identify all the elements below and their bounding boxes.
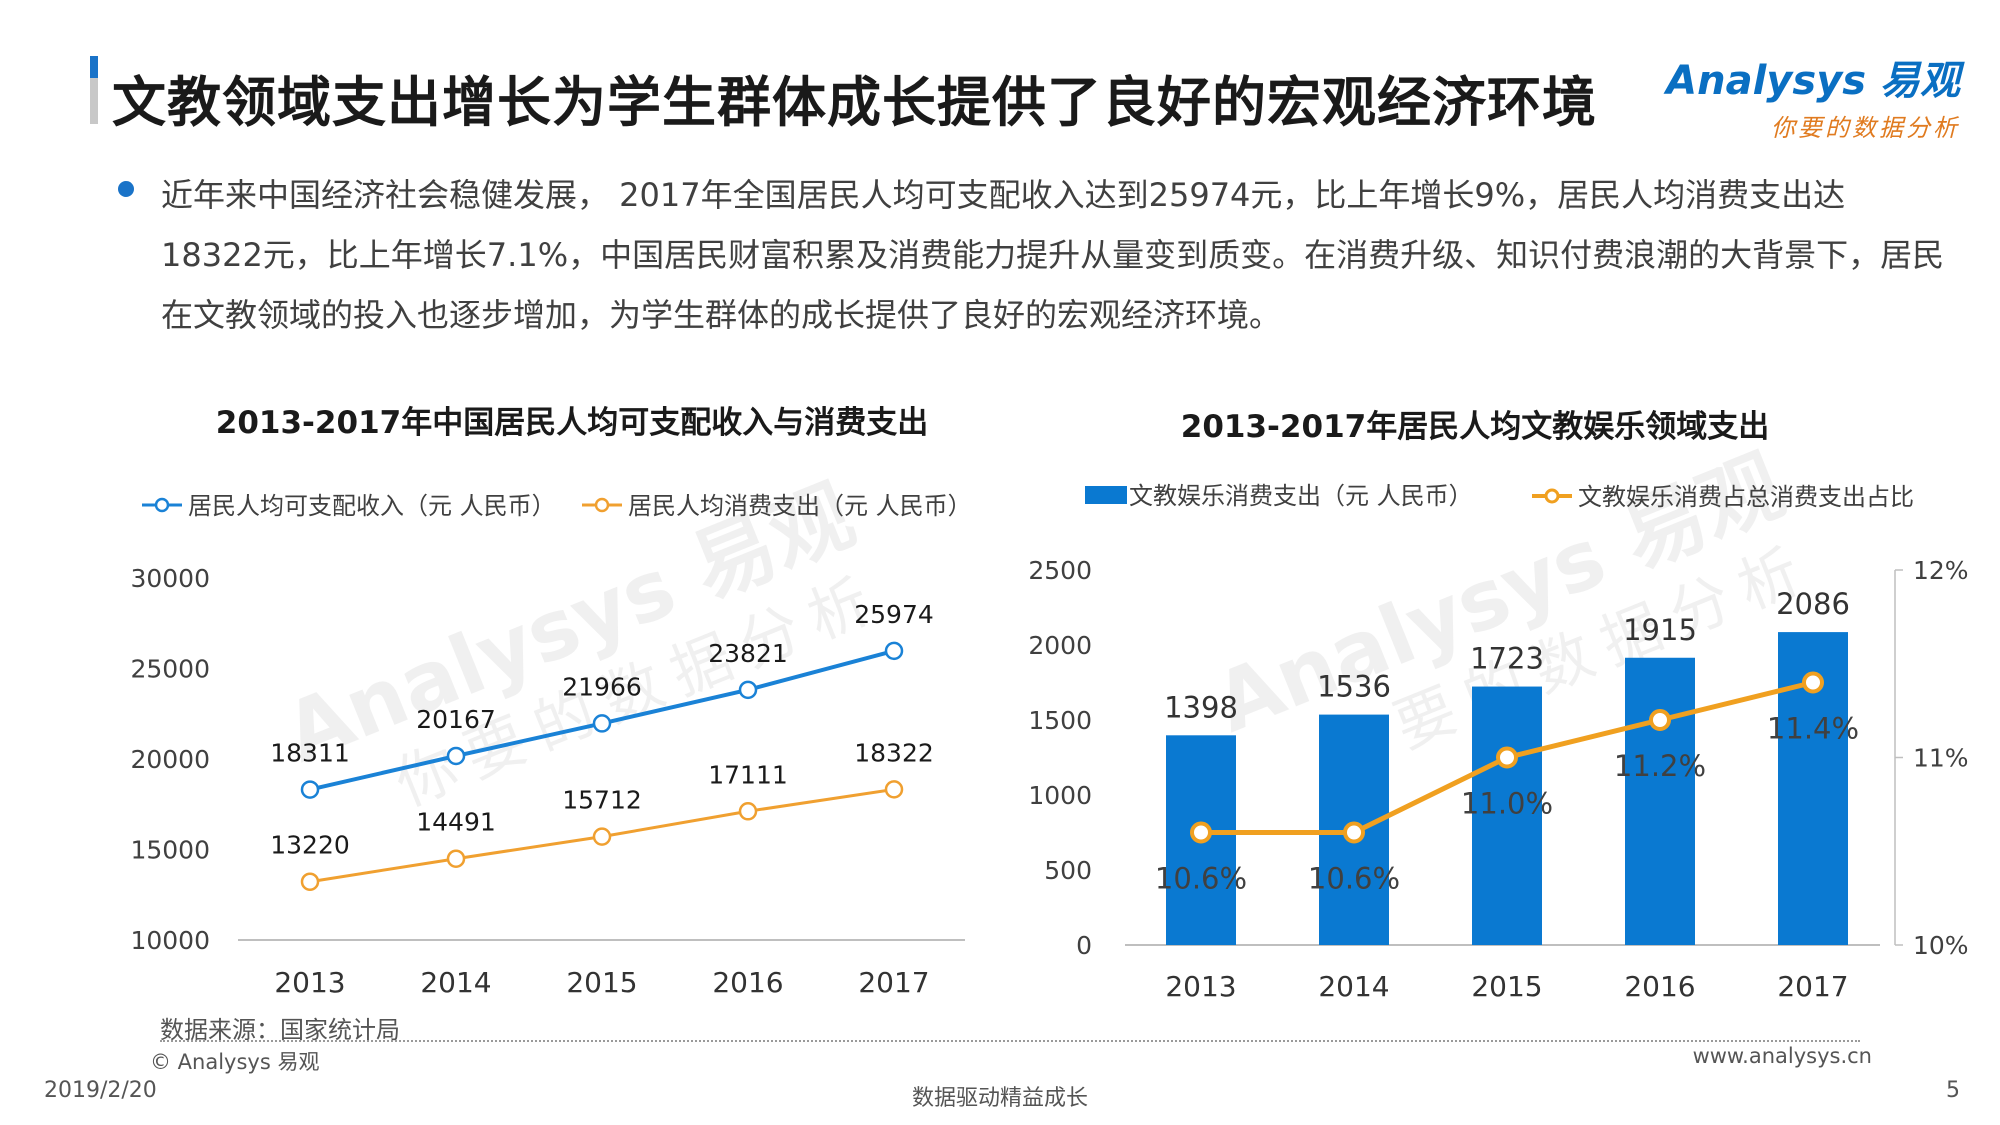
page-title: 文教领域支出增长为学生群体成长提供了良好的宏观经济环境 bbox=[112, 71, 1597, 134]
data-point bbox=[446, 849, 466, 868]
ratio-point bbox=[1496, 746, 1518, 769]
ratio-point bbox=[1649, 709, 1671, 731]
y-tick-label: 30000 bbox=[130, 564, 210, 593]
ratio-point bbox=[1343, 821, 1365, 844]
chart1-title: 2013-2017年中国居民人均可支配收入与消费支出 bbox=[216, 405, 928, 441]
x-tick-label: 2016 bbox=[712, 966, 783, 999]
legend-label-ratio: 文教娱乐消费占总消费支出占比 bbox=[1578, 483, 1914, 511]
legend-label-1: 居民人均可支配收入（元 人民币） bbox=[188, 492, 556, 520]
bullet-icon bbox=[118, 181, 134, 197]
y-left-tick-label: 2500 bbox=[1028, 556, 1092, 585]
data-source: 数据来源：国家统计局 bbox=[160, 1016, 400, 1044]
y-left-tick-label: 0 bbox=[1076, 931, 1092, 960]
x-tick-label: 2015 bbox=[566, 966, 637, 999]
report-date: 2019/2/20 bbox=[44, 1078, 157, 1103]
logo-brand: Analysys 易观 bbox=[1666, 58, 1960, 104]
ratio-label: 10.6% bbox=[1155, 862, 1247, 896]
copyright: © Analysys 易观 bbox=[150, 1050, 320, 1074]
y-right-tick-label: 10% bbox=[1913, 931, 1969, 960]
y-left-tick-label: 2000 bbox=[1028, 631, 1092, 660]
bar-value-label: 1723 bbox=[1470, 642, 1544, 676]
bar-value-label: 1536 bbox=[1317, 670, 1391, 704]
title-accent-bar bbox=[90, 56, 98, 124]
x-tick-label: 2015 bbox=[1471, 970, 1542, 1003]
data-label: 18311 bbox=[270, 739, 350, 768]
page-number: 5 bbox=[1946, 1078, 1960, 1103]
ratio-label: 11.2% bbox=[1614, 749, 1706, 783]
x-tick-label: 2016 bbox=[1624, 970, 1695, 1003]
ratio-label: 11.0% bbox=[1461, 787, 1553, 821]
data-label: 20167 bbox=[416, 705, 496, 734]
x-tick-label: 2017 bbox=[858, 966, 929, 999]
bar-value-label: 1915 bbox=[1623, 613, 1697, 647]
bar bbox=[1625, 657, 1695, 945]
legend-label-bar: 文教娱乐消费支出（元 人民币） bbox=[1129, 482, 1473, 510]
data-point bbox=[738, 802, 758, 821]
y-right-tick-label: 12% bbox=[1913, 556, 1969, 585]
data-label: 13220 bbox=[270, 831, 350, 860]
analysys-logo: Analysys 易观 你要的数据分析 bbox=[1666, 48, 1960, 143]
data-point bbox=[592, 714, 612, 733]
data-label: 17111 bbox=[708, 760, 788, 789]
data-point bbox=[300, 872, 320, 891]
ratio-label: 11.4% bbox=[1767, 712, 1859, 746]
y-left-tick-label: 1500 bbox=[1028, 706, 1092, 735]
y-left-tick-label: 1000 bbox=[1028, 781, 1092, 810]
y-right-tick-label: 11% bbox=[1913, 744, 1969, 773]
footer-slogan: 数据驱动精益成长 bbox=[911, 1086, 1088, 1111]
bar-value-label: 1398 bbox=[1164, 690, 1238, 724]
legend-marker-ratio bbox=[1544, 488, 1560, 504]
data-label: 18322 bbox=[854, 738, 934, 767]
legend-bar-swatch bbox=[1085, 486, 1127, 504]
data-label: 15712 bbox=[562, 786, 642, 815]
data-label: 21966 bbox=[562, 672, 642, 701]
data-point bbox=[300, 780, 320, 799]
data-point bbox=[592, 827, 612, 846]
ratio-point bbox=[1802, 671, 1824, 694]
logo-slogan: 你要的数据分析 bbox=[1771, 114, 1960, 142]
data-point bbox=[738, 680, 758, 700]
data-point bbox=[884, 641, 904, 661]
intro-paragraph: 近年来中国经济社会稳健发展， 2017年全国居民人均可支配收入达到25974元，… bbox=[115, 165, 1945, 345]
y-tick-label: 15000 bbox=[130, 836, 210, 865]
chart2-title: 2013-2017年居民人均文教娱乐领域支出 bbox=[1181, 409, 1769, 445]
data-point bbox=[446, 746, 466, 766]
data-label: 23821 bbox=[708, 639, 788, 668]
data-point bbox=[884, 780, 904, 799]
bar bbox=[1472, 686, 1542, 945]
data-label: 14491 bbox=[416, 808, 496, 837]
website-url: www.analysys.cn bbox=[1692, 1044, 1872, 1068]
ratio-label: 10.6% bbox=[1308, 862, 1400, 896]
intro-text: 近年来中国经济社会稳健发展， 2017年全国居民人均可支配收入达到25974元，… bbox=[161, 176, 1945, 334]
x-tick-label: 2013 bbox=[1165, 970, 1236, 1003]
x-tick-label: 2014 bbox=[1318, 970, 1389, 1003]
x-tick-label: 2014 bbox=[420, 966, 491, 999]
x-tick-label: 2017 bbox=[1777, 970, 1848, 1003]
y-tick-label: 10000 bbox=[130, 926, 210, 955]
y-tick-label: 20000 bbox=[130, 745, 210, 774]
x-tick-label: 2013 bbox=[274, 966, 345, 999]
y-left-tick-label: 500 bbox=[1044, 856, 1092, 885]
y-tick-label: 25000 bbox=[130, 655, 210, 684]
bar-value-label: 2086 bbox=[1776, 587, 1850, 621]
footer-divider bbox=[160, 1040, 1860, 1042]
legend-marker-2 bbox=[594, 497, 610, 513]
data-label: 25974 bbox=[854, 600, 934, 629]
legend-label-2: 居民人均消费支出（元 人民币） bbox=[628, 492, 972, 520]
ratio-point bbox=[1190, 821, 1212, 844]
legend-marker-1 bbox=[154, 497, 170, 513]
